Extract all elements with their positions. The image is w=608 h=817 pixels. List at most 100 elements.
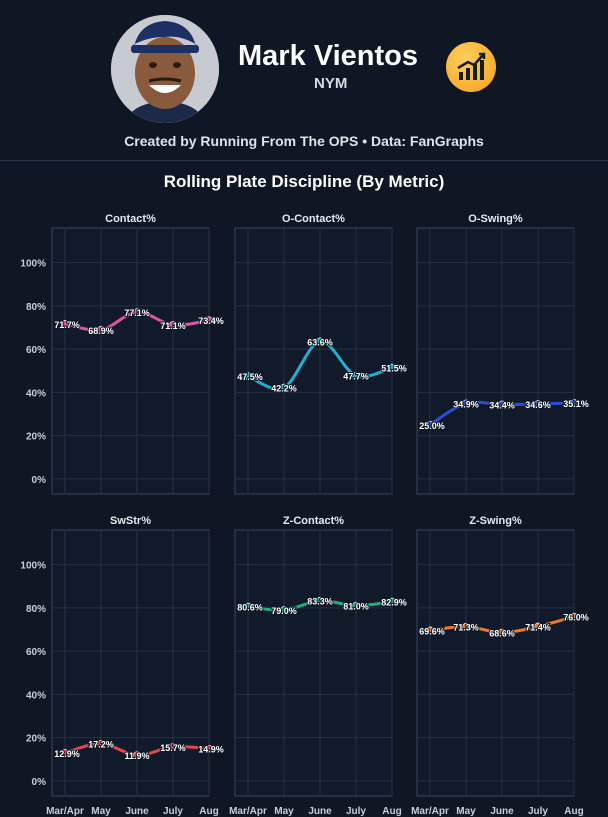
credit-line: Created by Running From The OPS • Data: … [124, 133, 484, 149]
data-label: 12.9% [54, 749, 80, 759]
data-point [97, 739, 105, 748]
data-point [426, 626, 434, 635]
data-point [205, 316, 213, 324]
header: Mark Vientos NYM Created by Running From… [0, 0, 608, 161]
data-label: 77.1% [124, 308, 150, 318]
x-tick-label: June [308, 806, 332, 817]
data-point [205, 744, 213, 753]
panel-title: O-Swing% [468, 213, 523, 225]
panel-z-contact-pct: Z-Contact% Mar/Apr May June July Aug 80.6% 79.0… [229, 515, 408, 817]
data-point [388, 597, 396, 606]
panel-frame [51, 227, 210, 495]
data-label: 63.6% [307, 337, 333, 347]
panel-contact-pct: Contact% 0% 20% 40% 60% 80% 100% 71.7% 68.9% 77.1… [20, 213, 225, 495]
panel-o-contact-pct: O-Contact% 47.5% 42.2% 63.6% 47.7% 51.5% [234, 213, 408, 495]
player-avatar [111, 15, 219, 123]
y-tick-label: 20% [26, 432, 46, 443]
data-point [244, 372, 252, 380]
x-tick-label: July [346, 806, 366, 817]
data-label: 82.9% [381, 598, 407, 608]
chart-growth-icon [457, 52, 486, 80]
data-point [534, 400, 542, 408]
data-point [462, 622, 470, 631]
data-point [498, 400, 506, 409]
data-point [169, 321, 177, 329]
y-tick-label: 100% [20, 561, 46, 572]
y-tick-label: 40% [26, 388, 46, 399]
y-tick-label: 0% [32, 475, 47, 486]
data-label: 25.0% [419, 421, 445, 431]
panel-frame [416, 529, 575, 797]
x-tick-label: May [456, 806, 476, 817]
x-tick-label: June [125, 806, 149, 817]
data-point [352, 601, 360, 610]
x-tick-label: Mar/Apr [229, 806, 267, 817]
data-point [534, 622, 542, 631]
y-tick-label: 100% [20, 259, 46, 270]
x-tick-label: June [490, 806, 514, 817]
data-label: 71.7% [54, 320, 80, 330]
y-tick-label: 60% [26, 345, 46, 356]
data-point [244, 602, 252, 611]
data-label: 68.9% [88, 326, 114, 336]
player-name: Mark Vientos [238, 40, 418, 72]
team-abbreviation: NYM [314, 75, 348, 92]
player-headshot-icon [111, 15, 219, 123]
x-tick-label: Mar/Apr [411, 806, 449, 817]
data-label: 80.6% [237, 603, 263, 613]
data-label: 11.9% [124, 751, 149, 761]
data-point [570, 399, 578, 407]
panel-title: Z-Swing% [469, 515, 522, 527]
data-point [133, 308, 141, 316]
y-tick-label: 80% [26, 302, 46, 313]
data-label: 71.4% [525, 622, 551, 632]
panel-title: Z-Contact% [283, 515, 344, 527]
data-label: 15.7% [160, 743, 186, 753]
data-point [388, 363, 396, 372]
data-point [61, 320, 69, 328]
data-point [462, 399, 470, 408]
data-point [280, 606, 288, 614]
data-label: 73.4% [198, 316, 224, 326]
x-tick-label: Aug [382, 806, 401, 817]
x-tick-label: Mar/Apr [46, 806, 84, 817]
data-point [498, 628, 506, 637]
panel-frame [234, 529, 393, 797]
data-label: 47.7% [343, 372, 369, 382]
data-label: 47.5% [237, 372, 263, 382]
data-point [352, 371, 360, 380]
x-tick-label: May [91, 806, 111, 817]
y-tick-label: 40% [26, 690, 46, 701]
panel-frame [51, 529, 210, 797]
data-label: 71.1% [160, 321, 186, 331]
data-label: 76.0% [563, 613, 589, 623]
data-point [570, 612, 578, 621]
data-label: 34.9% [453, 399, 479, 409]
data-label: 17.2% [88, 740, 114, 750]
panel-frame [416, 227, 575, 495]
panel-z-swing-pct: Z-Swing% Mar/Apr May June July Aug 69.6% 71.3% 6… [411, 515, 590, 817]
data-label: 34.6% [525, 400, 551, 410]
data-point [97, 326, 105, 334]
panel-title: SwStr% [110, 515, 151, 527]
x-tick-label: Aug [564, 806, 583, 817]
data-label: 69.6% [419, 626, 445, 636]
panel-title: Contact% [105, 213, 156, 225]
data-label: 79.0% [271, 606, 297, 616]
panel-swstr-pct: SwStr% 0% 20% 40% 60% 80% 100% Mar/Apr May June Ju… [20, 515, 224, 817]
y-tick-label: 80% [26, 604, 46, 615]
data-label: 35.1% [563, 399, 589, 409]
data-label: 42.2% [271, 384, 297, 394]
data-point [316, 596, 324, 605]
data-point [61, 749, 69, 757]
panel-frame [234, 227, 393, 495]
x-tick-label: July [528, 806, 548, 817]
data-label: 14.9% [198, 745, 224, 755]
data-label: 71.3% [453, 623, 479, 633]
data-label: 51.5% [381, 363, 407, 373]
data-label: 83.3% [307, 597, 333, 607]
x-tick-label: Aug [199, 806, 218, 817]
data-point [316, 337, 324, 346]
data-label: 68.6% [489, 629, 515, 639]
